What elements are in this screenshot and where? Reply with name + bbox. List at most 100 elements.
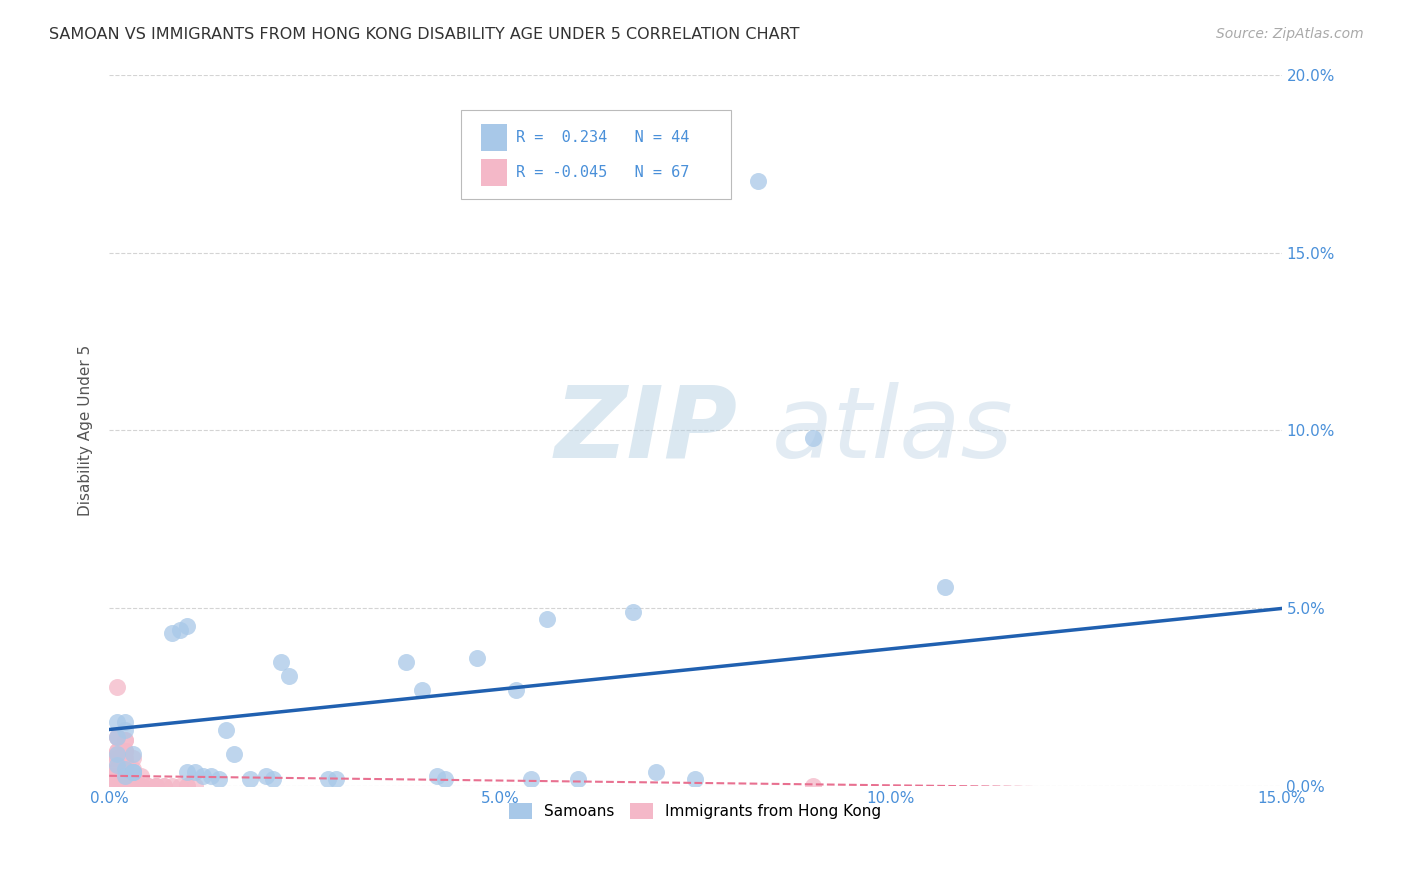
- Point: [176, 780, 198, 794]
- Point: [105, 762, 128, 776]
- Point: [278, 669, 301, 683]
- Point: [114, 769, 136, 783]
- Point: [98, 769, 121, 783]
- Text: Source: ZipAtlas.com: Source: ZipAtlas.com: [1216, 27, 1364, 41]
- Point: [215, 723, 238, 737]
- Point: [160, 780, 183, 794]
- Point: [145, 780, 167, 794]
- Point: [145, 780, 167, 794]
- Point: [129, 780, 152, 794]
- FancyBboxPatch shape: [461, 110, 731, 199]
- Point: [129, 780, 152, 794]
- Point: [114, 780, 136, 794]
- Point: [105, 730, 128, 744]
- Point: [136, 780, 159, 794]
- Point: [121, 765, 143, 780]
- Point: [121, 769, 143, 783]
- Point: [129, 780, 152, 794]
- Point: [114, 762, 136, 776]
- Point: [98, 765, 121, 780]
- Point: [114, 769, 136, 783]
- Point: [434, 772, 457, 787]
- Text: atlas: atlas: [772, 382, 1014, 479]
- Y-axis label: Disability Age Under 5: Disability Age Under 5: [79, 345, 93, 516]
- Point: [114, 780, 136, 794]
- Point: [105, 715, 128, 730]
- Point: [747, 174, 769, 188]
- Point: [316, 772, 339, 787]
- Point: [114, 769, 136, 783]
- Point: [105, 762, 128, 776]
- Point: [465, 651, 488, 665]
- Point: [395, 655, 418, 669]
- Point: [114, 755, 136, 769]
- Point: [105, 769, 128, 783]
- Point: [105, 747, 128, 762]
- Point: [121, 780, 143, 794]
- Point: [176, 780, 198, 794]
- Point: [129, 780, 152, 794]
- Text: R = -0.045   N = 67: R = -0.045 N = 67: [516, 164, 689, 179]
- Point: [114, 772, 136, 787]
- Point: [114, 751, 136, 765]
- Point: [160, 626, 183, 640]
- Point: [224, 747, 246, 762]
- Point: [621, 605, 644, 619]
- Point: [105, 744, 128, 758]
- Point: [191, 769, 214, 783]
- Point: [262, 772, 284, 787]
- Point: [270, 655, 292, 669]
- Text: R =  0.234   N = 44: R = 0.234 N = 44: [516, 129, 689, 145]
- Point: [536, 612, 558, 626]
- Point: [105, 780, 128, 794]
- Point: [411, 683, 433, 698]
- Point: [114, 762, 136, 776]
- Point: [121, 747, 143, 762]
- Point: [121, 780, 143, 794]
- Point: [105, 780, 128, 794]
- Point: [801, 780, 824, 794]
- Point: [208, 772, 231, 787]
- Text: SAMOAN VS IMMIGRANTS FROM HONG KONG DISABILITY AGE UNDER 5 CORRELATION CHART: SAMOAN VS IMMIGRANTS FROM HONG KONG DISA…: [49, 27, 800, 42]
- Point: [176, 765, 198, 780]
- Point: [105, 769, 128, 783]
- Point: [200, 769, 222, 783]
- Point: [114, 744, 136, 758]
- Point: [136, 780, 159, 794]
- Point: [520, 772, 543, 787]
- Point: [114, 733, 136, 747]
- Point: [121, 780, 143, 794]
- Point: [121, 765, 143, 780]
- Point: [105, 744, 128, 758]
- Point: [153, 780, 176, 794]
- Legend: Samoans, Immigrants from Hong Kong: Samoans, Immigrants from Hong Kong: [503, 797, 887, 825]
- Point: [176, 619, 198, 633]
- Point: [121, 769, 143, 783]
- Point: [934, 580, 956, 594]
- Point: [114, 780, 136, 794]
- Point: [114, 733, 136, 747]
- Point: [114, 744, 136, 758]
- Point: [145, 780, 167, 794]
- Point: [153, 780, 176, 794]
- Point: [254, 769, 277, 783]
- Point: [121, 780, 143, 794]
- Point: [114, 762, 136, 776]
- Point: [114, 780, 136, 794]
- Point: [105, 730, 128, 744]
- Point: [105, 751, 128, 765]
- Point: [121, 751, 143, 765]
- Point: [114, 751, 136, 765]
- Point: [114, 762, 136, 776]
- Point: [645, 765, 668, 780]
- Point: [114, 772, 136, 787]
- Point: [567, 772, 589, 787]
- Point: [114, 780, 136, 794]
- Point: [129, 769, 152, 783]
- Point: [685, 772, 707, 787]
- Point: [169, 780, 191, 794]
- Point: [105, 758, 128, 772]
- Point: [98, 780, 121, 794]
- Point: [184, 780, 207, 794]
- Point: [121, 769, 143, 783]
